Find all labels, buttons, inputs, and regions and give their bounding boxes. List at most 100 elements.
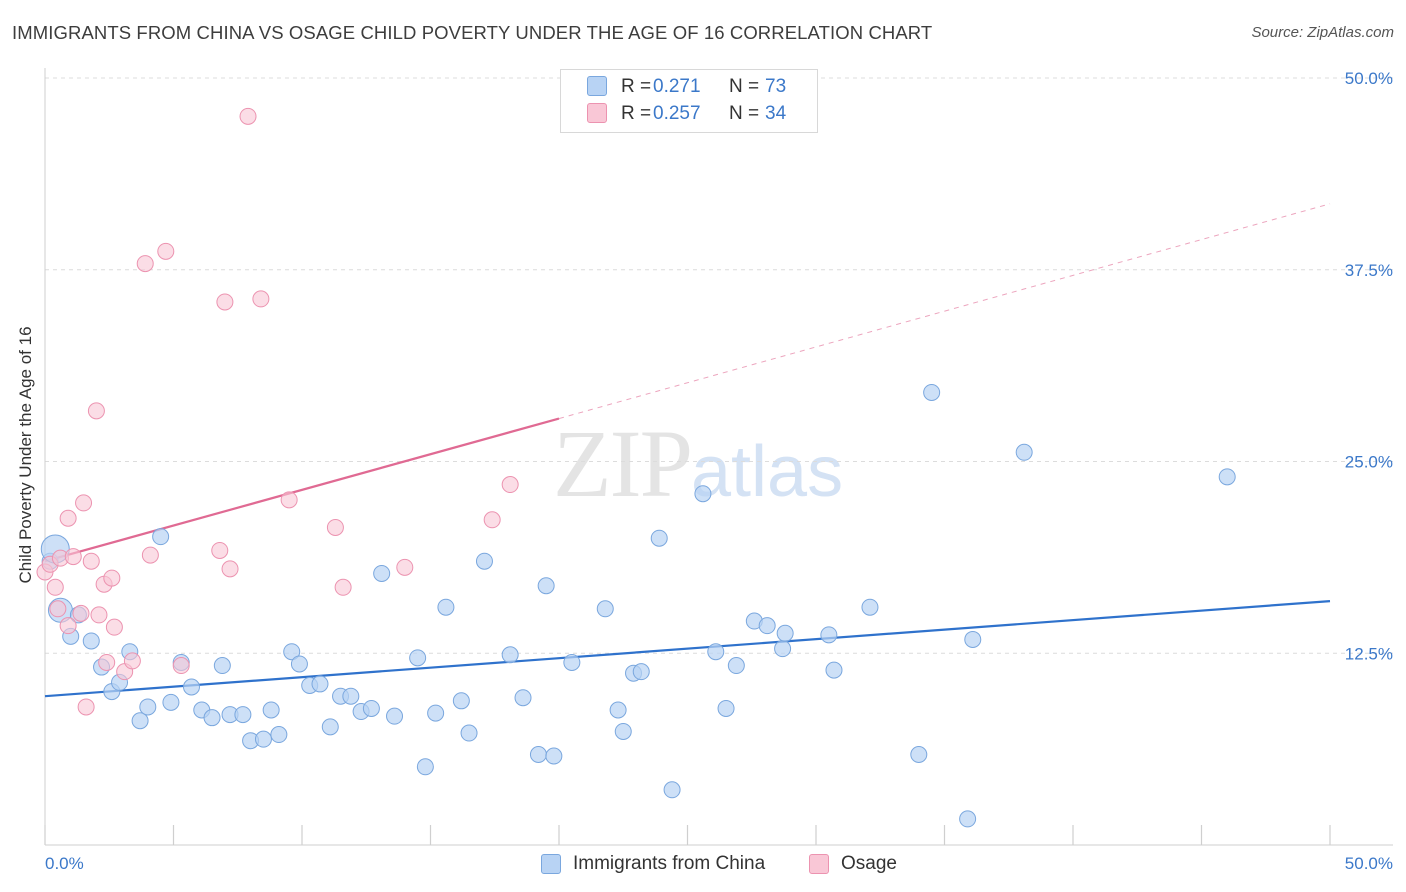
data-point-osage: [239, 107, 257, 125]
data-point-china: [362, 699, 380, 717]
data-point-china: [131, 712, 149, 730]
data-point-osage: [211, 541, 229, 559]
data-point-osage: [59, 617, 77, 635]
correlation-legend: R = 0.271 N = 73 R = 0.257 N = 34: [560, 69, 818, 133]
data-point-china: [1015, 443, 1033, 461]
chart-title: IMMIGRANTS FROM CHINA VS OSAGE CHILD POV…: [12, 22, 933, 43]
data-point-osage: [141, 546, 159, 564]
data-point-china: [650, 529, 668, 547]
source-label: Source: ZipAtlas.com: [1251, 24, 1394, 41]
grid-lines: [45, 77, 1393, 654]
data-point-china: [290, 655, 308, 673]
r-value: 0.271: [653, 76, 701, 97]
data-point-china: [529, 745, 547, 763]
data-point-china: [82, 632, 100, 650]
data-point-osage: [136, 255, 154, 273]
data-point-china: [270, 726, 288, 744]
data-point-osage: [123, 652, 141, 670]
trend-line-osage-extension: [558, 203, 1331, 420]
data-point-china: [563, 653, 581, 671]
data-point-china: [342, 687, 360, 705]
data-point-osage: [105, 618, 123, 636]
data-point-china: [596, 600, 614, 618]
trend-line-osage: [44, 417, 560, 563]
data-point-osage: [334, 578, 352, 596]
data-point-china: [234, 706, 252, 724]
trend-lines: [44, 203, 1331, 698]
watermark: ZIPatlas: [553, 408, 843, 519]
tick-labels: 12.5% 25.0% 37.5% 50.0% 0.0% 50.0%: [45, 69, 1393, 873]
data-point-osage: [326, 518, 344, 536]
data-point-china: [311, 675, 329, 693]
data-point-china: [663, 781, 681, 799]
data-point-china: [959, 810, 977, 828]
y-tick-label: 25.0%: [1345, 453, 1393, 472]
data-point-osage: [252, 290, 270, 308]
data-point-china: [203, 709, 221, 727]
y-tick-label: 50.0%: [1345, 69, 1393, 88]
data-point-osage: [75, 494, 93, 512]
legend-label: Immigrants from China: [573, 853, 766, 874]
data-point-china: [409, 649, 427, 667]
data-point-china: [545, 747, 563, 765]
series-immigrants-from-china: [40, 383, 1236, 828]
data-point-china: [820, 626, 838, 644]
data-point-osage: [157, 242, 175, 260]
data-point-osage: [483, 511, 501, 529]
data-point-china: [514, 689, 532, 707]
data-point-china: [386, 707, 404, 725]
series-legend: Immigrants from China Osage: [0, 852, 1406, 880]
r-label: R =: [621, 76, 652, 97]
data-point-china: [254, 730, 272, 748]
data-point-osage: [221, 560, 239, 578]
data-point-china: [283, 643, 301, 661]
series-osage: [36, 107, 519, 716]
osage-swatch: [587, 103, 607, 123]
data-point-osage: [82, 552, 100, 570]
china-swatch: [587, 76, 607, 96]
data-point-china: [717, 699, 735, 717]
watermark-atlas: atlas: [691, 432, 844, 512]
data-point-china: [964, 630, 982, 648]
data-point-china: [416, 758, 434, 776]
data-point-osage: [72, 604, 90, 622]
data-point-china: [427, 704, 445, 722]
data-point-osage: [103, 569, 121, 587]
data-point-china: [460, 724, 478, 742]
legend-label: Osage: [841, 853, 897, 874]
data-point-osage: [396, 558, 414, 576]
data-point-china: [910, 745, 928, 763]
r-value: 0.257: [653, 103, 701, 124]
y-axis-label: Child Poverty Under the Age of 16: [16, 326, 35, 584]
data-point-china: [1218, 468, 1236, 486]
osage-swatch: [809, 854, 829, 874]
data-point-china: [437, 598, 455, 616]
n-value: 34: [765, 103, 787, 124]
data-point-china: [213, 657, 231, 675]
axes: [44, 68, 1393, 846]
data-point-china: [452, 692, 470, 710]
data-point-osage: [49, 600, 67, 618]
data-point-china: [373, 564, 391, 582]
china-swatch: [541, 854, 561, 874]
data-point-china: [321, 718, 339, 736]
n-label: N =: [729, 76, 760, 97]
data-point-china: [262, 701, 280, 719]
data-point-osage: [501, 476, 519, 494]
data-point-china: [537, 577, 555, 595]
watermark-zip: ZIP: [553, 410, 693, 517]
data-point-china: [614, 722, 632, 740]
y-tick-label: 12.5%: [1345, 644, 1393, 663]
data-point-china: [861, 598, 879, 616]
data-point-osage: [216, 293, 234, 311]
data-point-china: [707, 643, 725, 661]
data-point-osage: [46, 578, 64, 596]
data-point-china: [727, 657, 745, 675]
data-point-osage: [98, 653, 116, 671]
data-point-china: [776, 624, 794, 642]
data-point-china: [694, 485, 712, 503]
data-point-china: [139, 698, 157, 716]
data-point-osage: [280, 491, 298, 509]
data-point-china: [475, 552, 493, 570]
n-value: 73: [765, 76, 787, 97]
